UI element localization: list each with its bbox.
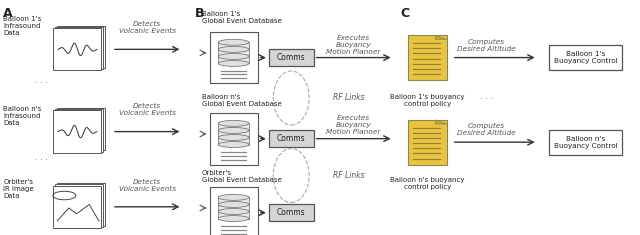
Ellipse shape: [218, 120, 249, 126]
Text: Comms: Comms: [277, 53, 305, 62]
FancyBboxPatch shape: [58, 108, 105, 150]
FancyBboxPatch shape: [210, 32, 258, 83]
Text: Balloon 1's
Buoyancy Control: Balloon 1's Buoyancy Control: [554, 51, 618, 64]
Text: RF Links: RF Links: [333, 171, 365, 180]
FancyBboxPatch shape: [58, 183, 105, 226]
Text: Comms: Comms: [277, 208, 305, 217]
Text: B: B: [195, 7, 205, 20]
Text: Detects
Volcanic Events: Detects Volcanic Events: [118, 179, 176, 192]
Text: · · ·: · · ·: [227, 92, 240, 101]
Text: Balloon n's
Global Event Database: Balloon n's Global Event Database: [202, 94, 282, 107]
Text: · · ·: · · ·: [35, 79, 48, 88]
FancyBboxPatch shape: [218, 123, 249, 145]
Text: Executes
Buoyancy
Motion Planner: Executes Buoyancy Motion Planner: [326, 35, 381, 55]
Ellipse shape: [218, 61, 249, 67]
FancyBboxPatch shape: [549, 130, 622, 155]
Text: Balloon 1's
Global Event Database: Balloon 1's Global Event Database: [202, 11, 282, 24]
FancyBboxPatch shape: [269, 130, 314, 148]
FancyBboxPatch shape: [52, 110, 100, 153]
Ellipse shape: [218, 141, 249, 148]
Text: Computes
Desired Altitude: Computes Desired Altitude: [457, 123, 516, 137]
Ellipse shape: [218, 134, 249, 141]
Text: C: C: [400, 7, 409, 20]
FancyBboxPatch shape: [55, 184, 103, 227]
FancyBboxPatch shape: [52, 28, 100, 70]
FancyBboxPatch shape: [269, 49, 314, 66]
Ellipse shape: [218, 39, 249, 45]
Ellipse shape: [218, 202, 249, 207]
Text: Comms: Comms: [277, 134, 305, 143]
Polygon shape: [435, 35, 447, 39]
Text: Balloon 1's buoyancy
control policy: Balloon 1's buoyancy control policy: [390, 94, 465, 107]
FancyBboxPatch shape: [52, 186, 100, 228]
Ellipse shape: [218, 195, 249, 200]
FancyBboxPatch shape: [210, 113, 258, 164]
Ellipse shape: [218, 216, 249, 221]
Text: Balloon n's
Buoyancy Control: Balloon n's Buoyancy Control: [554, 136, 618, 149]
Ellipse shape: [218, 127, 249, 133]
Text: Balloon n's
Infrasound
Data: Balloon n's Infrasound Data: [3, 106, 42, 126]
FancyBboxPatch shape: [408, 120, 447, 164]
Text: Detects
Volcanic Events: Detects Volcanic Events: [118, 103, 176, 116]
FancyBboxPatch shape: [549, 45, 622, 70]
FancyBboxPatch shape: [58, 26, 105, 68]
Text: A: A: [3, 7, 13, 20]
Text: Orbiter's
Global Event Database: Orbiter's Global Event Database: [202, 170, 282, 183]
FancyBboxPatch shape: [218, 197, 249, 219]
Ellipse shape: [218, 54, 249, 59]
Polygon shape: [435, 120, 447, 124]
FancyBboxPatch shape: [269, 204, 314, 221]
Text: Executes
Buoyancy
Motion Planner: Executes Buoyancy Motion Planner: [326, 115, 381, 135]
Text: Balloon 1's
Infrasound
Data: Balloon 1's Infrasound Data: [3, 16, 42, 36]
Text: Balloon n's buoyancy
control policy: Balloon n's buoyancy control policy: [390, 177, 465, 190]
FancyBboxPatch shape: [55, 109, 103, 152]
Text: Detects
Volcanic Events: Detects Volcanic Events: [118, 21, 176, 34]
FancyBboxPatch shape: [218, 42, 249, 63]
FancyBboxPatch shape: [55, 27, 103, 69]
Text: Computes
Desired Altitude: Computes Desired Altitude: [457, 39, 516, 52]
FancyBboxPatch shape: [408, 35, 447, 80]
Ellipse shape: [218, 209, 249, 214]
Text: Orbiter's
IR Image
Data: Orbiter's IR Image Data: [3, 179, 34, 199]
Text: · · ·: · · ·: [35, 157, 48, 165]
Text: · · ·: · · ·: [480, 95, 493, 104]
FancyBboxPatch shape: [210, 187, 258, 235]
Text: RF Links: RF Links: [333, 94, 365, 102]
Ellipse shape: [218, 47, 249, 52]
